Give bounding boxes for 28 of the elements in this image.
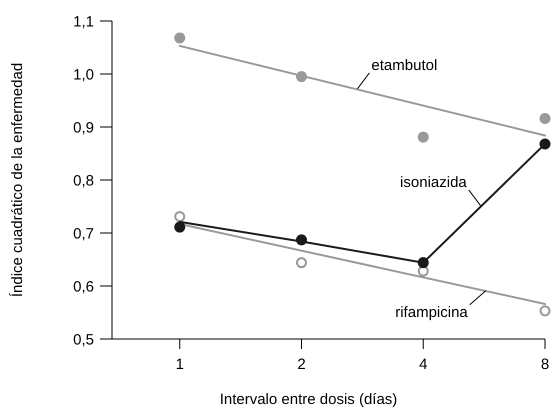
y-tick-label: 0,9 (73, 119, 94, 136)
point (418, 257, 429, 268)
point (418, 266, 429, 277)
y-tick-label: 1,0 (73, 66, 94, 84)
point (418, 132, 429, 143)
point (540, 113, 550, 124)
annotation: etambutol (371, 56, 438, 74)
y-tick-label: 0,8 (73, 172, 94, 190)
y-tick-label: 0,7 (73, 225, 94, 242)
point (174, 32, 186, 44)
x-tick-label: 2 (297, 356, 306, 373)
y-tick-label: 1,1 (73, 13, 94, 30)
point (540, 305, 550, 316)
x-axis-title: Intervalo entre dosis (días) (220, 391, 398, 408)
point (296, 257, 307, 268)
point (174, 222, 186, 233)
point (296, 71, 307, 82)
point (296, 234, 307, 246)
x-tick-label: 8 (540, 356, 550, 373)
y-tick-label: 0,5 (73, 331, 94, 348)
point (174, 211, 186, 222)
annotation: isoniazida (400, 174, 468, 191)
annotation: rifampicina (395, 304, 468, 321)
y-tick-label: 0,6 (73, 278, 94, 296)
y-axis-title: Índice cuadrático de la enfermedad (8, 62, 26, 298)
x-tick-label: 1 (176, 356, 184, 373)
point (540, 138, 550, 150)
x-tick-label: 4 (419, 356, 428, 373)
